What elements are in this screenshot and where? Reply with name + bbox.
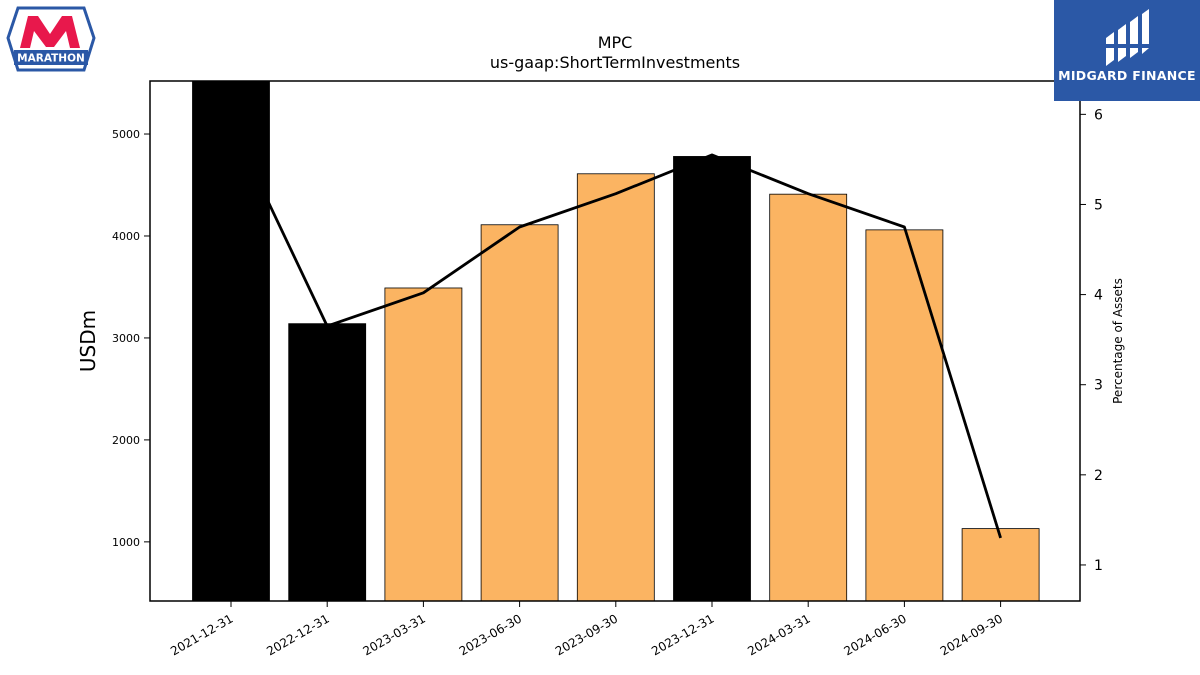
bar-2023-12-31	[673, 156, 751, 602]
y-tick-label: 4000	[112, 230, 140, 243]
bar-2024-09-30	[961, 528, 1040, 602]
marathon-logo: MARATHON	[4, 4, 98, 76]
midgard-finance-logo: MIDGARD FINANCE	[1054, 0, 1200, 101]
plot-frame	[149, 80, 1081, 602]
midgard-mark-icon	[1106, 9, 1149, 66]
y-axis-right: 1 2 3 4 5 6	[1080, 107, 1103, 574]
y-tick-label-right: 6	[1094, 107, 1103, 123]
marathon-logo-text: MARATHON	[17, 53, 85, 65]
y-tick-label-right: 5	[1094, 197, 1103, 213]
x-tick-label: 2023-03-31	[360, 611, 427, 658]
y-tick-label-right: 2	[1094, 468, 1103, 484]
bar-2024-03-31	[769, 193, 848, 602]
y-tick-label-right: 3	[1094, 378, 1103, 394]
y-axis-label-right: Percentage of Assets	[1111, 278, 1125, 404]
x-tick-label: 2023-12-31	[649, 611, 716, 658]
bar-2022-12-31	[288, 323, 367, 602]
line-group	[229, 122, 1002, 539]
x-tick-label: 2024-09-30	[938, 611, 1005, 658]
x-tick-label: 2021-12-31	[168, 611, 235, 658]
bar-2023-09-30	[576, 173, 655, 602]
x-tick-label: 2024-06-30	[841, 611, 908, 658]
x-axis: 2021-12-31 2022-12-31 2023-03-31 2023-06-30…	[168, 601, 1005, 658]
chart-subtitle: us-gaap:ShortTermInvestments	[490, 53, 740, 72]
y-tick-label: 3000	[112, 332, 140, 345]
marathon-logo-icon: MARATHON	[6, 6, 96, 72]
bar-2024-06-30	[865, 229, 944, 602]
bar-2023-06-30	[480, 224, 559, 602]
bar-2023-03-31	[384, 287, 463, 602]
y-tick-label-right: 4	[1094, 288, 1103, 304]
x-tick-label: 2023-06-30	[457, 611, 524, 658]
percentage-line	[229, 122, 1002, 539]
y-tick-label: 1000	[112, 536, 140, 549]
y-tick-label: 2000	[112, 434, 140, 447]
y-tick-label-right: 1	[1094, 558, 1103, 574]
midgard-logo-text: MIDGARD FINANCE	[1058, 68, 1196, 83]
y-tick-label: 5000	[112, 128, 140, 141]
y-axis-left: 1000 2000 3000 4000 5000	[112, 128, 150, 549]
chart-title: MPC	[598, 33, 633, 52]
x-tick-label: 2023-09-30	[553, 611, 620, 658]
bars-group	[192, 80, 1040, 602]
x-tick-label: 2024-03-31	[745, 611, 812, 658]
x-tick-label: 2022-12-31	[264, 611, 331, 658]
y-axis-label-left: USDm	[76, 310, 100, 372]
bar-2021-12-31	[192, 80, 270, 602]
